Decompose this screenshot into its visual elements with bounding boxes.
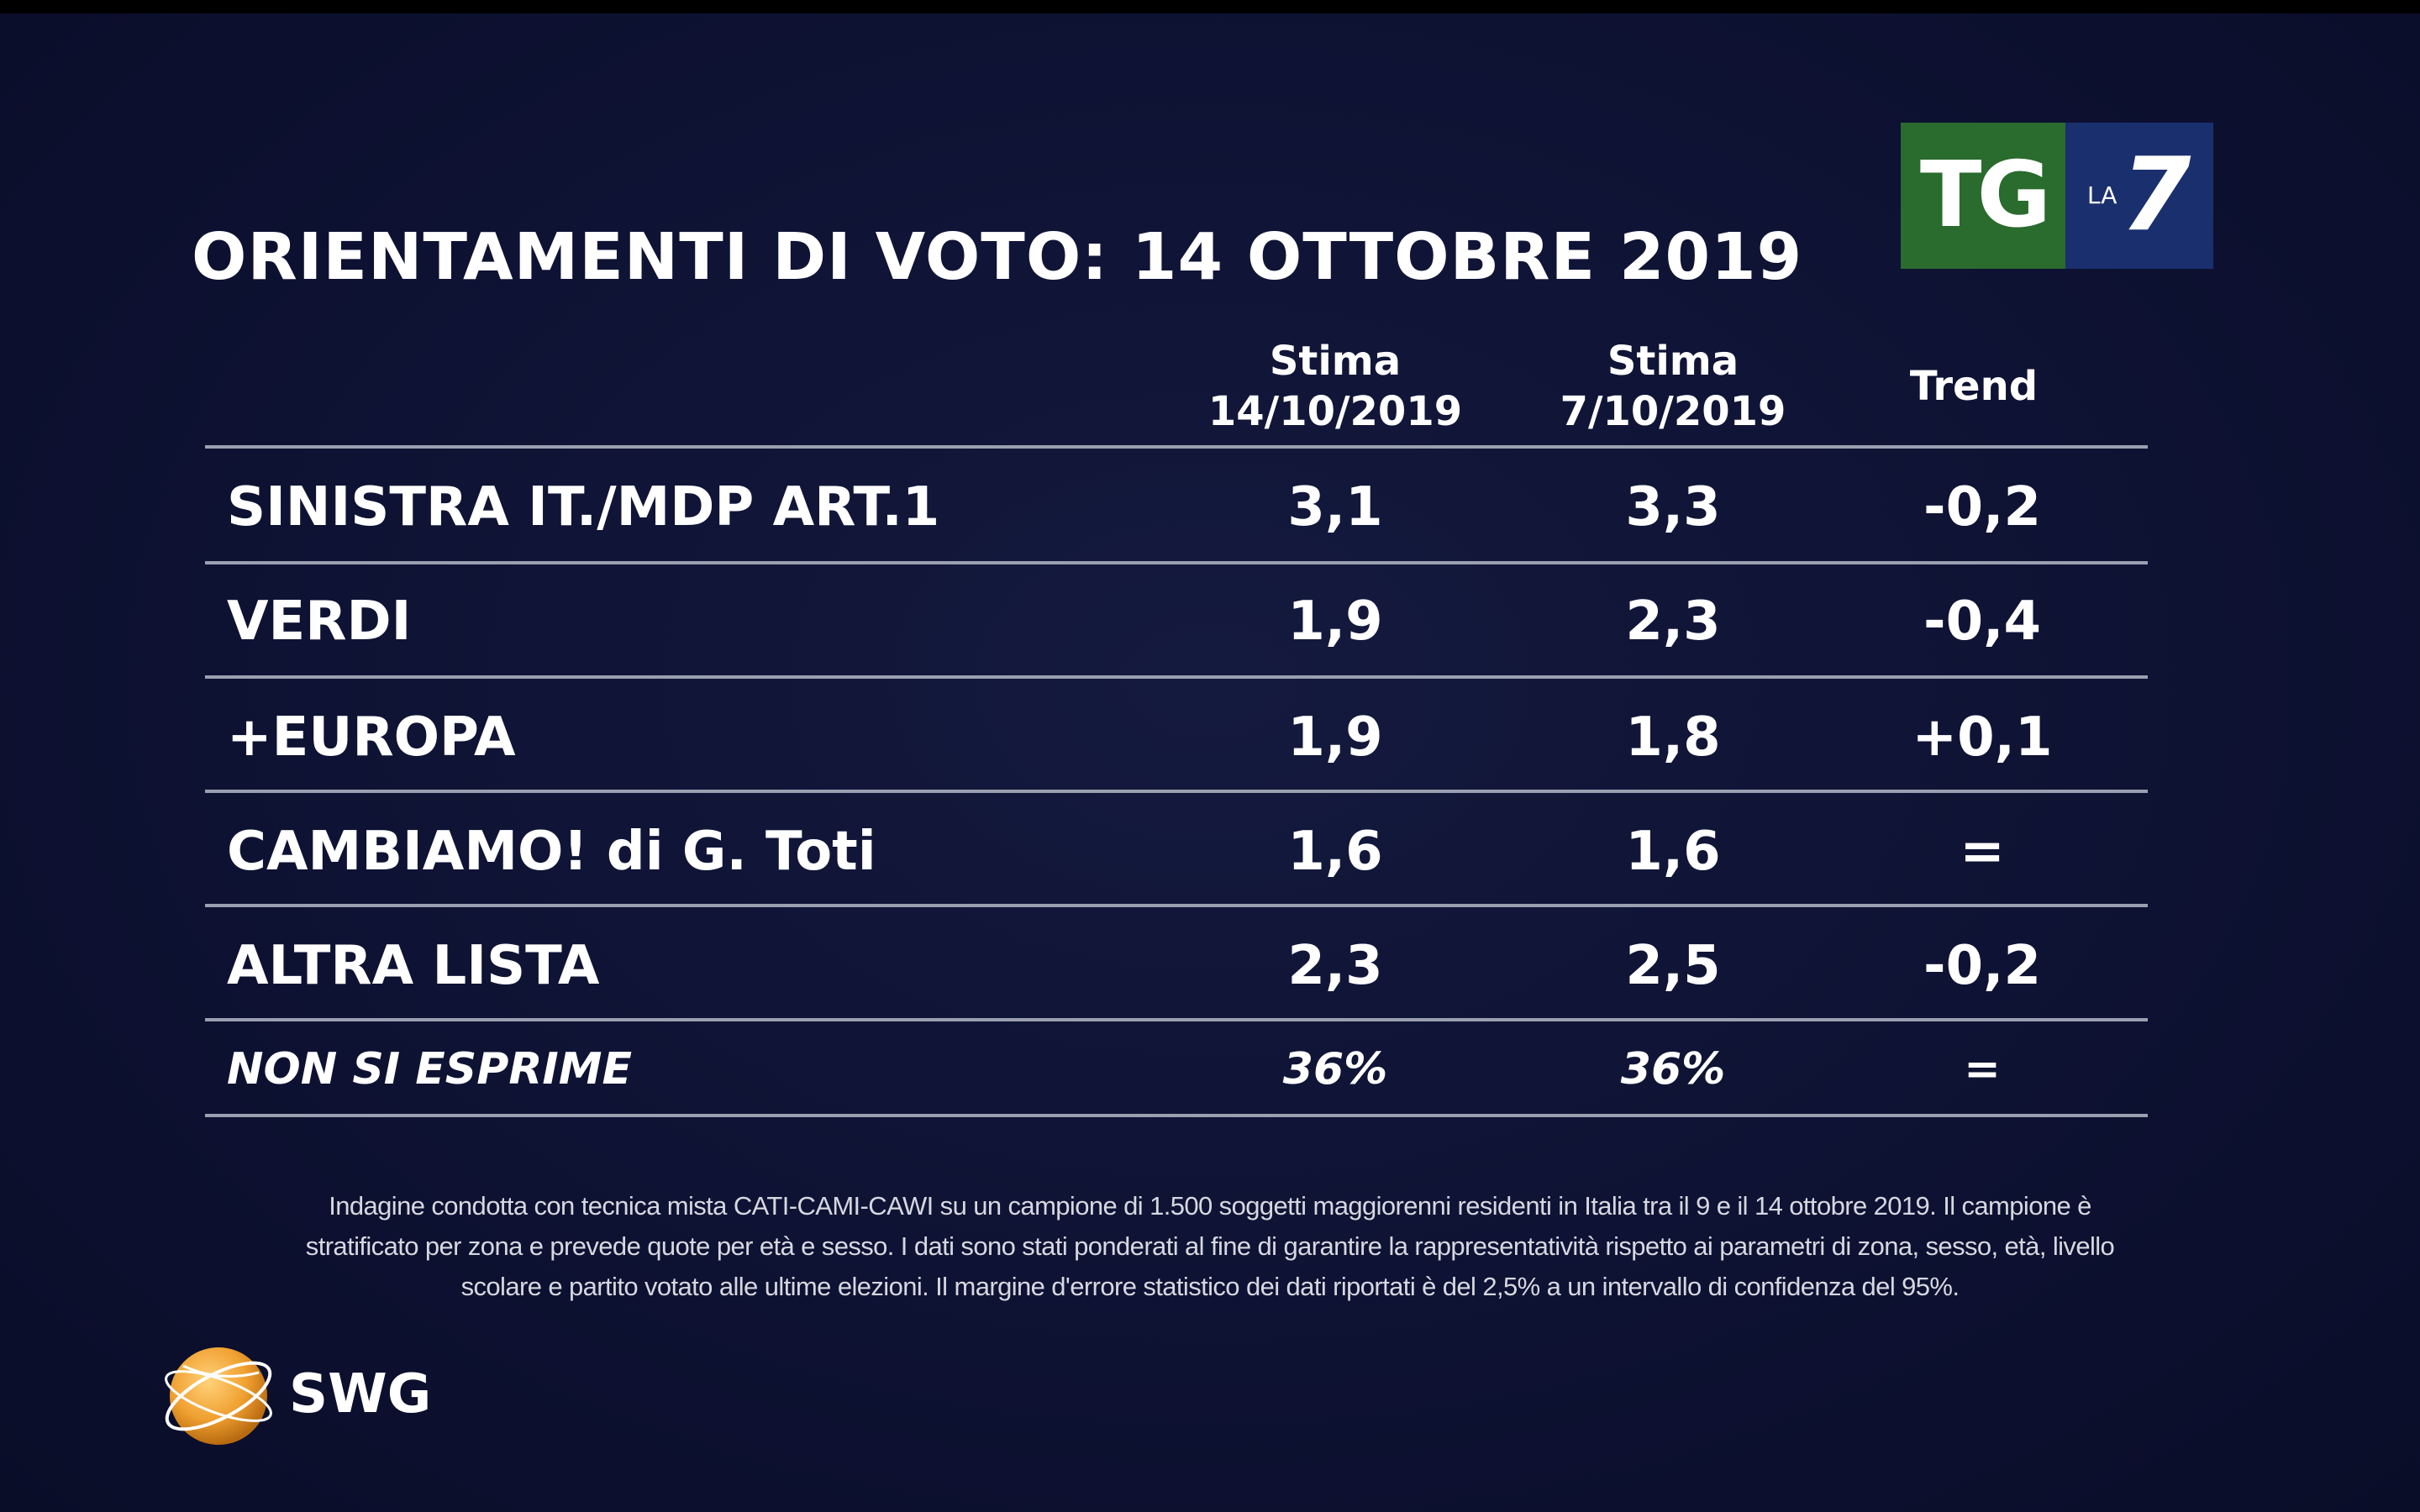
table-rule [205, 1114, 2148, 1117]
table-row: ALTRA LISTA 2,3 2,5 -0,2 [205, 911, 2148, 1021]
value-previous: 2,5 [1625, 935, 1721, 997]
value-trend: = [1960, 821, 2005, 883]
table-row: CAMBIAMO! di G. Toti 1,6 1,6 = [205, 796, 2148, 907]
footnote-line: Indagine condotta con tecnica mista CATI… [329, 1191, 2091, 1221]
value-current: 1,6 [1287, 821, 1383, 883]
methodology-footnote: Indagine condotta con tecnica mista CATI… [168, 1186, 2252, 1307]
value-previous: 36% [1620, 1044, 1726, 1095]
party-label: ALTRA LISTA [227, 935, 600, 997]
party-label: SINISTRA IT./MDP ART.1 [227, 476, 940, 538]
value-trend: = [1964, 1044, 2001, 1095]
logo-green-block [1901, 123, 2065, 269]
value-previous: 1,8 [1625, 706, 1721, 769]
table-rule [205, 675, 2148, 679]
column-header-trend: Trend [1844, 361, 2104, 412]
column-header-line2: 14/10/2019 [1207, 388, 1463, 435]
column-header-line1: Trend [1909, 363, 2039, 410]
swg-logo: SWG [158, 1332, 444, 1458]
table-rule [205, 904, 2148, 907]
table-row: +EUROPA 1,9 1,8 +0,1 [205, 682, 2148, 793]
top-bar [0, 0, 2420, 13]
table-rule [205, 1018, 2148, 1021]
table-row-abstain: NON SI ESPRIME 36% 36% = [205, 1023, 2148, 1134]
table-row: SINISTRA IT./MDP ART.1 3,1 3,3 -0,2 [205, 452, 2148, 563]
value-current: 36% [1282, 1044, 1388, 1095]
column-header-previous: Stima 7/10/2019 [1501, 336, 1845, 437]
value-current: 1,9 [1287, 706, 1383, 769]
party-label: +EUROPA [227, 706, 516, 769]
column-header-line1: Stima [1269, 338, 1402, 385]
table-row: VERDI 1,9 2,3 -0,4 [205, 566, 2148, 677]
party-label: VERDI [227, 591, 412, 653]
value-trend: -0,2 [1923, 935, 2041, 997]
value-previous: 2,3 [1625, 591, 1721, 653]
table-rule [205, 561, 2148, 564]
value-previous: 1,6 [1625, 821, 1721, 883]
footnote-line: stratificato per zona e prevede quote pe… [305, 1231, 2115, 1261]
logo-la-text: LA [2087, 181, 2118, 209]
swg-name: SWG [289, 1363, 432, 1425]
value-trend: -0,2 [1923, 476, 2041, 538]
value-current: 2,3 [1287, 935, 1383, 997]
party-label: CAMBIAMO! di G. Toti [227, 821, 876, 883]
footnote-line: scolare e partito votato alle ultime ele… [460, 1272, 1960, 1301]
value-trend: -0,4 [1923, 591, 2041, 653]
logo-blue-block [2065, 123, 2213, 269]
logo-tg-text: TG [1919, 143, 2051, 248]
globe-icon [165, 1347, 272, 1445]
tg-la7-logo: TG LA 7 [1901, 123, 2213, 269]
table-rule [205, 790, 2148, 793]
value-current: 3,1 [1287, 476, 1383, 538]
value-trend: +0,1 [1912, 706, 2053, 769]
chart-title: ORIENTAMENTI DI VOTO: 14 OTTOBRE 2019 [192, 220, 1803, 295]
column-header-line1: Stima [1607, 338, 1739, 385]
logo-seven-text: 7 [2121, 137, 2191, 254]
value-previous: 3,3 [1625, 476, 1721, 538]
poll-table: Stima 14/10/2019 Stima 7/10/2019 Trend S… [205, 336, 2148, 1126]
table-rule [205, 445, 2148, 449]
column-header-line2: 7/10/2019 [1560, 388, 1786, 435]
party-label: NON SI ESPRIME [227, 1044, 632, 1095]
value-current: 1,9 [1287, 591, 1383, 653]
column-header-current: Stima 14/10/2019 [1163, 336, 1507, 437]
